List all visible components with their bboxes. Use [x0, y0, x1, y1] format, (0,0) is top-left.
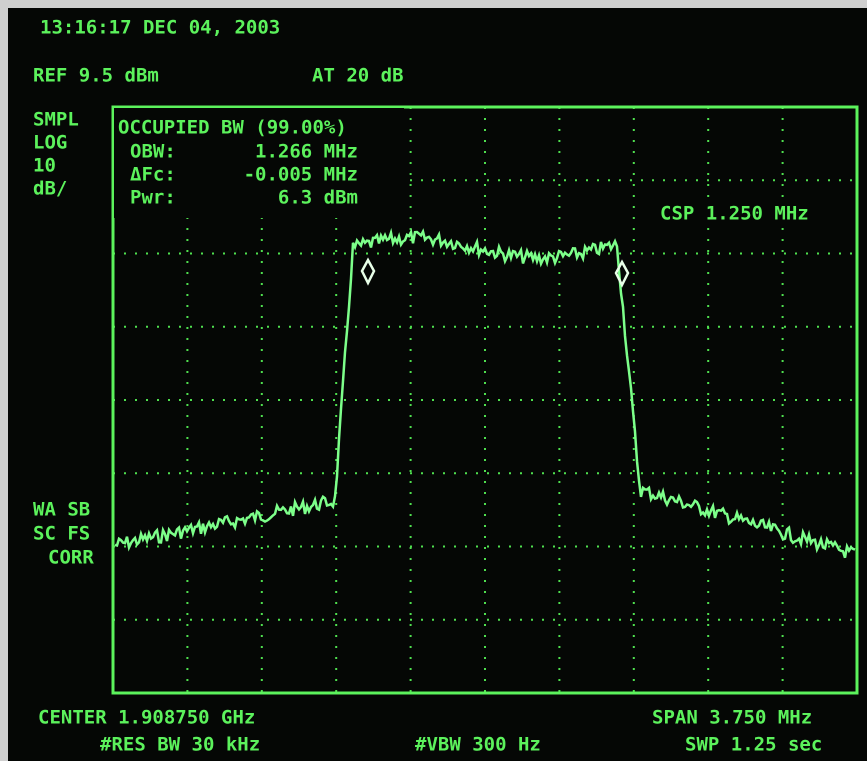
csp-box	[652, 200, 852, 228]
marker	[360, 257, 376, 286]
res-bw: #RES BW 30 kHz	[100, 734, 260, 756]
photo-border	[0, 0, 867, 8]
measurement-label: Pwr:	[130, 187, 176, 209]
attenuation: AT 20 dB	[312, 65, 404, 87]
measurement-value: 6.3 dBm	[278, 187, 358, 209]
channel-spacing: CSP 1.250 MHz	[660, 203, 809, 225]
measurement-label: ΔFc:	[130, 164, 176, 186]
status-label: CORR	[48, 547, 94, 569]
photo-border	[0, 0, 8, 761]
marker	[614, 259, 630, 288]
scale-label: SMPL	[33, 109, 79, 131]
graticule-frame	[111, 105, 859, 695]
timestamp: 13:16:17 DEC 04, 2003	[40, 17, 280, 39]
span: SPAN 3.750 MHz	[652, 707, 812, 729]
status-label: SC FS	[33, 523, 90, 545]
status-label: WA SB	[33, 499, 90, 521]
scale-label: 10	[33, 155, 56, 177]
scale-label: LOG	[33, 132, 67, 154]
measurement-title: OCCUPIED BW (99.00%)	[118, 117, 347, 139]
measurement-value: 1.266 MHz	[255, 141, 358, 163]
measurement-label: OBW:	[130, 141, 176, 163]
measurement-value: -0.005 MHz	[244, 164, 358, 186]
spectrum-trace	[114, 227, 856, 559]
reference-level: REF 9.5 dBm	[33, 65, 159, 87]
center-frequency: CENTER 1.908750 GHz	[38, 707, 255, 729]
scale-label: dB/	[33, 178, 67, 200]
measurement-box	[114, 108, 404, 218]
vbw: #VBW 300 Hz	[415, 734, 541, 756]
sweep: SWP 1.25 sec	[685, 734, 822, 756]
